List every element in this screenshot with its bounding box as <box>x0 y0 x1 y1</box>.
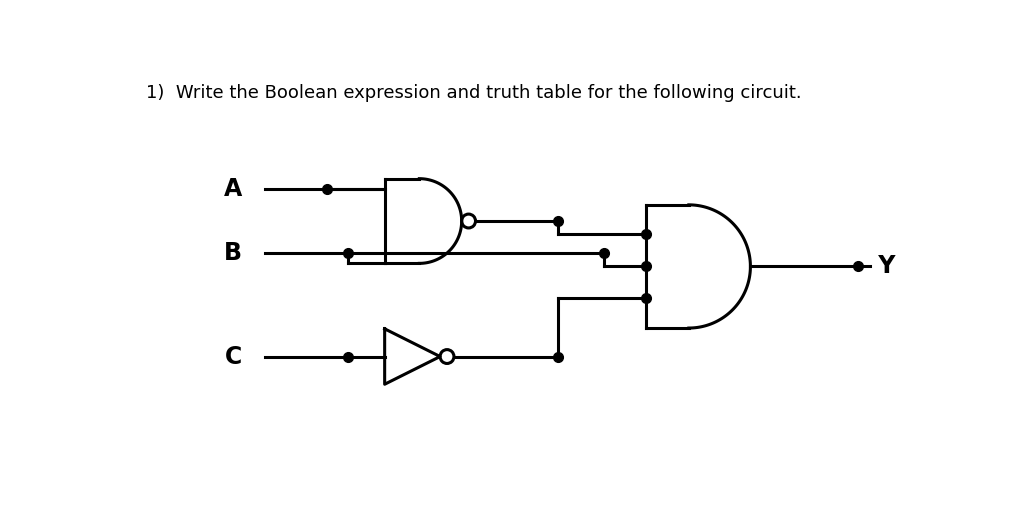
Text: A: A <box>224 177 243 201</box>
Text: B: B <box>224 241 243 265</box>
Text: 1)  Write the Boolean expression and truth table for the following circuit.: 1) Write the Boolean expression and trut… <box>146 84 802 102</box>
Text: Y: Y <box>869 254 895 278</box>
Text: C: C <box>225 345 243 369</box>
